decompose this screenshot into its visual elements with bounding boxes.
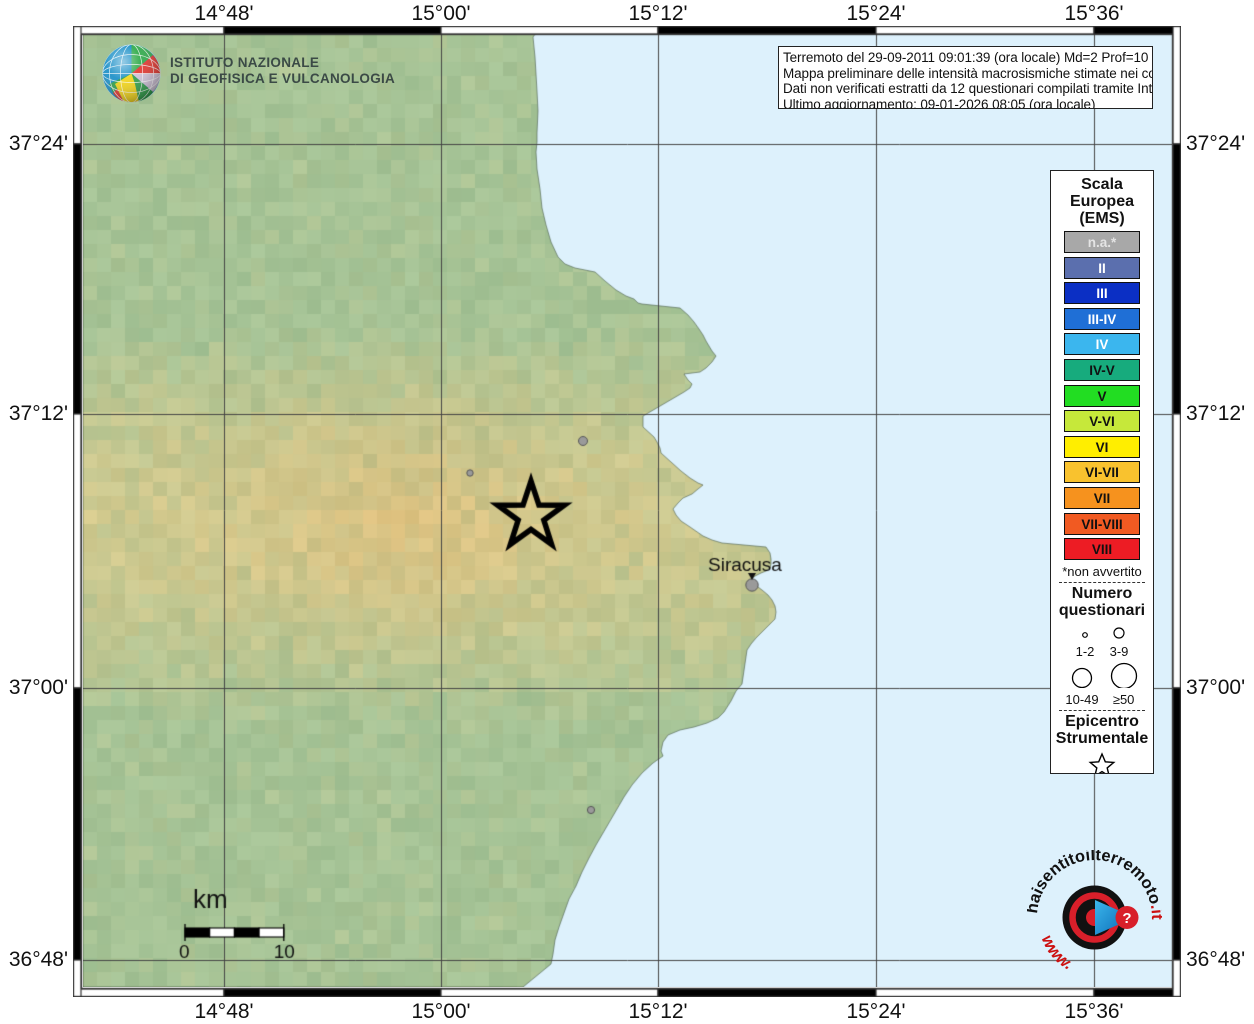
- svg-text:www.: www.: [1038, 932, 1076, 973]
- svg-text:?: ?: [1122, 910, 1131, 927]
